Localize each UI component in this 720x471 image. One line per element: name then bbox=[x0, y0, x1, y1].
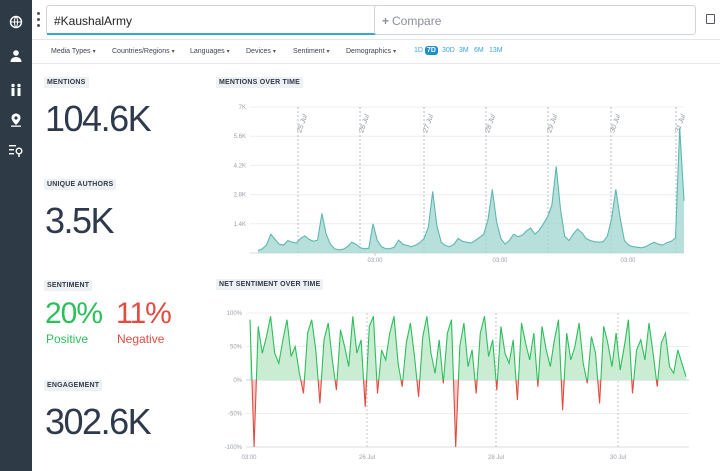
filter-devices[interactable]: Devices ▾ bbox=[246, 48, 276, 55]
x-tick-label: 30 Jul bbox=[610, 455, 626, 461]
y-tick-label: 0% bbox=[233, 378, 242, 384]
x-tick-label: 03:00 bbox=[492, 258, 508, 264]
caret-down-icon: ▾ bbox=[92, 49, 96, 55]
unique-authors-value: 3.5K bbox=[45, 200, 115, 241]
filter-label: Countries/Regions bbox=[112, 48, 170, 55]
x-tick-label: 26 Jul bbox=[359, 455, 375, 461]
location-pin-icon[interactable] bbox=[8, 112, 24, 128]
audience-icon[interactable] bbox=[8, 48, 24, 64]
filter-media-types[interactable]: Media Types ▾ bbox=[51, 48, 96, 55]
negative-sentiment-label: Negative bbox=[117, 332, 165, 346]
y-tick-label: -50% bbox=[228, 412, 243, 418]
filter-label: Media Types bbox=[51, 48, 91, 55]
period-3m[interactable]: 3M bbox=[459, 47, 469, 54]
y-tick-label: 5.6K bbox=[234, 134, 246, 140]
people-icon[interactable] bbox=[8, 82, 24, 98]
filter-label: Demographics bbox=[346, 48, 392, 55]
caret-down-icon: ▾ bbox=[326, 49, 330, 55]
query-input[interactable]: #KaushalArmy bbox=[46, 5, 400, 35]
positive-area bbox=[250, 316, 686, 380]
x-tick-label: 03:00 bbox=[620, 258, 636, 264]
engagement-value: 302.6K bbox=[45, 401, 152, 442]
period-6m[interactable]: 6M bbox=[474, 47, 484, 54]
caret-down-icon: ▾ bbox=[393, 49, 397, 55]
y-tick-label: 50% bbox=[230, 345, 243, 351]
listening-globe-icon[interactable] bbox=[8, 14, 24, 30]
compare-placeholder: Compare bbox=[392, 14, 442, 28]
filter-demographics[interactable]: Demographics ▾ bbox=[346, 48, 396, 55]
positive-sentiment-label: Positive bbox=[46, 332, 89, 346]
positive-sentiment-value: 20% bbox=[45, 297, 103, 330]
x-tick-label: 03:00 bbox=[241, 455, 257, 461]
unique-authors-label: UNIQUE AUTHORS bbox=[44, 179, 117, 190]
filter-countries-regions[interactable]: Countries/Regions ▾ bbox=[112, 48, 175, 55]
period-7d[interactable]: 7D bbox=[425, 46, 438, 55]
engagement-label: ENGAGEMENT bbox=[44, 380, 103, 391]
mentions-value: 104.6K bbox=[45, 98, 152, 139]
y-tick-label: -100% bbox=[225, 445, 243, 451]
query-bar: #KaushalArmy + Compare bbox=[32, 0, 720, 40]
negative-line bbox=[251, 380, 659, 448]
filter-label: Devices bbox=[246, 48, 271, 55]
x-tick-label: 28 Jul bbox=[488, 455, 504, 461]
period-1d[interactable]: 1D bbox=[414, 47, 423, 54]
plus-icon: + bbox=[382, 14, 390, 28]
mentions-chart-title: MENTIONS OVER TIME bbox=[216, 77, 303, 88]
save-icon[interactable] bbox=[706, 14, 715, 24]
filter-label: Languages bbox=[190, 48, 225, 55]
period-13m[interactable]: 13M bbox=[489, 47, 503, 54]
mentions-line bbox=[257, 127, 685, 252]
filter-sentiment[interactable]: Sentiment ▾ bbox=[293, 48, 330, 55]
y-tick-label: 1.4K bbox=[234, 222, 246, 228]
kebab-menu-icon[interactable] bbox=[37, 12, 41, 28]
y-tick-label: 100% bbox=[227, 311, 243, 317]
x-tick-label: 03:00 bbox=[367, 258, 383, 264]
positive-line bbox=[249, 316, 687, 380]
net-sentiment-over-time-chart: 100% 50% 0% -50% -100% 03:00 26 Jul 28 Jul 30 Ju… bbox=[225, 311, 689, 461]
search-list-icon[interactable] bbox=[8, 142, 24, 158]
y-tick-label: 2.8K bbox=[234, 193, 246, 199]
mentions-label: MENTIONS bbox=[44, 77, 89, 88]
compare-input[interactable]: + Compare bbox=[374, 5, 696, 35]
y-tick-label: 7K bbox=[239, 105, 246, 111]
sidebar bbox=[0, 0, 32, 471]
y-tick-label: 4.2K bbox=[234, 163, 246, 169]
mentions-area bbox=[258, 127, 684, 253]
filter-label: Sentiment bbox=[293, 48, 325, 55]
negative-sentiment-value: 11% bbox=[116, 297, 172, 330]
caret-down-icon: ▾ bbox=[226, 49, 230, 55]
filter-languages[interactable]: Languages ▾ bbox=[190, 48, 230, 55]
sentiment-label: SENTIMENT bbox=[44, 280, 93, 291]
caret-down-icon: ▾ bbox=[272, 49, 276, 55]
caret-down-icon: ▾ bbox=[171, 49, 175, 55]
filter-bar: Media Types ▾ Countries/Regions ▾ Language… bbox=[32, 40, 720, 64]
period-30d[interactable]: 30D bbox=[442, 47, 455, 54]
sentiment-chart-title: NET SENTIMENT OVER TIME bbox=[216, 279, 324, 290]
negative-area bbox=[250, 380, 686, 447]
